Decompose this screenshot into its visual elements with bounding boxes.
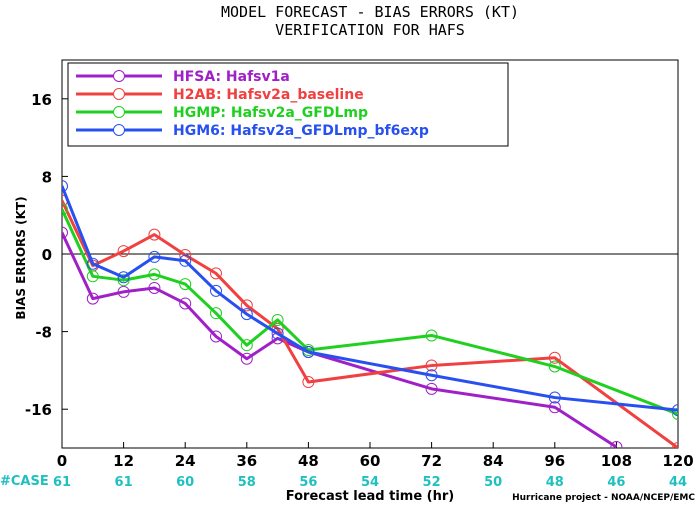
x-axis-label: Forecast lead time (hr) <box>286 489 454 504</box>
series-1-point-5 <box>210 267 222 280</box>
series-2-point-5 <box>210 307 222 320</box>
case-count-10: 44 <box>669 475 687 490</box>
case-count-5: 54 <box>361 475 379 490</box>
x-tick-label-8: 96 <box>544 452 565 470</box>
series-3-point-5 <box>210 284 222 297</box>
series-2-point-2 <box>117 274 130 287</box>
series-3-point-4 <box>179 254 192 267</box>
legend-label-2: HGMP: Hafsv2a_GFDLmp <box>173 105 368 121</box>
case-count-6: 52 <box>423 475 441 490</box>
series-3-point-3 <box>148 250 161 263</box>
series-0 <box>62 226 623 448</box>
x-tick-label-2: 24 <box>175 452 196 470</box>
series-3-line <box>62 185 678 412</box>
case-count-0: 61 <box>53 475 71 490</box>
case-count-7: 50 <box>484 475 502 490</box>
series-2-point-9 <box>425 329 438 342</box>
legend-label-0: HFSA: Hafsv1a <box>173 69 290 85</box>
legend-marker-0 <box>113 70 125 82</box>
series-3-point-11 <box>672 404 678 417</box>
series-1 <box>62 194 678 448</box>
x-tick-label-0: 0 <box>57 452 67 470</box>
series-0-point-11 <box>610 441 623 448</box>
series-0-point-4 <box>179 297 192 310</box>
legend-marker-2 <box>113 106 125 118</box>
y-tick-label-1: 8 <box>42 168 52 186</box>
series-3-point-2 <box>117 271 130 284</box>
series-1-point-3 <box>148 228 161 241</box>
chart-title: MODEL FORECAST - BIAS ERRORS (KT) <box>221 3 519 21</box>
series-2-point-3 <box>148 268 161 281</box>
case-count-4: 56 <box>299 475 317 490</box>
series-1-point-8 <box>302 376 315 389</box>
series-3-point-6 <box>240 308 253 321</box>
series-1-point-10 <box>548 351 561 364</box>
series-0-point-1 <box>86 292 99 305</box>
series-3-point-1 <box>86 257 99 270</box>
series-1-point-6 <box>240 299 253 312</box>
series-layer <box>62 180 678 448</box>
legend-marker-3 <box>113 124 125 136</box>
case-count-3: 58 <box>238 475 256 490</box>
legend-marker-1 <box>113 88 125 100</box>
series-3-point-10 <box>548 391 561 404</box>
series-0-point-0 <box>62 226 68 239</box>
case-count-2: 60 <box>176 475 194 490</box>
y-tick-label-4: -16 <box>25 401 52 419</box>
series-2-point-11 <box>672 408 678 421</box>
case-count-9: 46 <box>607 475 625 490</box>
x-tick-label-9: 108 <box>601 452 632 470</box>
x-tick-label-10: 120 <box>662 452 693 470</box>
chart-subtitle: VERIFICATION FOR HAFS <box>275 21 465 39</box>
y-tick-label-0: 16 <box>31 91 52 109</box>
case-label: #CASE <box>0 474 49 489</box>
legend: HFSA: Hafsv1a H2AB: Hafsv2a_baseline HGMP:… <box>67 62 509 147</box>
plot-axes: 0 12 24 36 48 60 72 84 96 108 120 16 8 0 -8 -16 61 61 60 58… <box>25 59 694 490</box>
series-2-point-7 <box>271 313 284 326</box>
series-0-point-2 <box>117 285 130 298</box>
series-0-point-3 <box>148 281 161 294</box>
y-tick-label-2: 0 <box>42 246 52 264</box>
series-3-point-9 <box>425 369 438 382</box>
series-3 <box>62 180 678 417</box>
case-count-1: 61 <box>115 475 133 490</box>
series-0-point-6 <box>240 352 253 365</box>
series-0-point-10 <box>548 401 561 414</box>
x-tick-label-1: 12 <box>113 452 134 470</box>
x-tick-label-6: 72 <box>421 452 442 470</box>
series-3-point-0 <box>62 180 68 193</box>
legend-label-1: H2AB: Hafsv2a_baseline <box>173 87 364 103</box>
series-1-line <box>62 200 678 448</box>
x-tick-label-3: 36 <box>236 452 257 470</box>
x-tick-label-4: 48 <box>298 452 319 470</box>
series-3-point-7 <box>271 327 284 340</box>
series-2-point-10 <box>548 360 561 373</box>
series-3-point-8 <box>302 345 315 358</box>
series-1-point-2 <box>117 245 130 258</box>
y-axis-label: BIAS ERRORS (KT) <box>14 196 28 319</box>
series-2-point-0 <box>62 203 68 216</box>
x-tick-label-5: 60 <box>360 452 381 470</box>
x-tick-label-7: 84 <box>483 452 504 470</box>
series-0-point-5 <box>210 330 222 343</box>
series-2-point-1 <box>86 270 99 283</box>
series-0-point-9 <box>425 382 438 395</box>
series-2-point-4 <box>179 278 192 291</box>
credit-text: Hurricane project - NOAA/NCEP/EMC <box>512 493 695 503</box>
case-count-8: 48 <box>546 475 564 490</box>
y-tick-label-3: -8 <box>35 324 52 342</box>
legend-label-3: HGM6: Hafsv2a_GFDLmp_bf6exp <box>173 123 429 139</box>
series-2-point-6 <box>240 339 253 352</box>
series-1-point-9 <box>425 359 438 372</box>
